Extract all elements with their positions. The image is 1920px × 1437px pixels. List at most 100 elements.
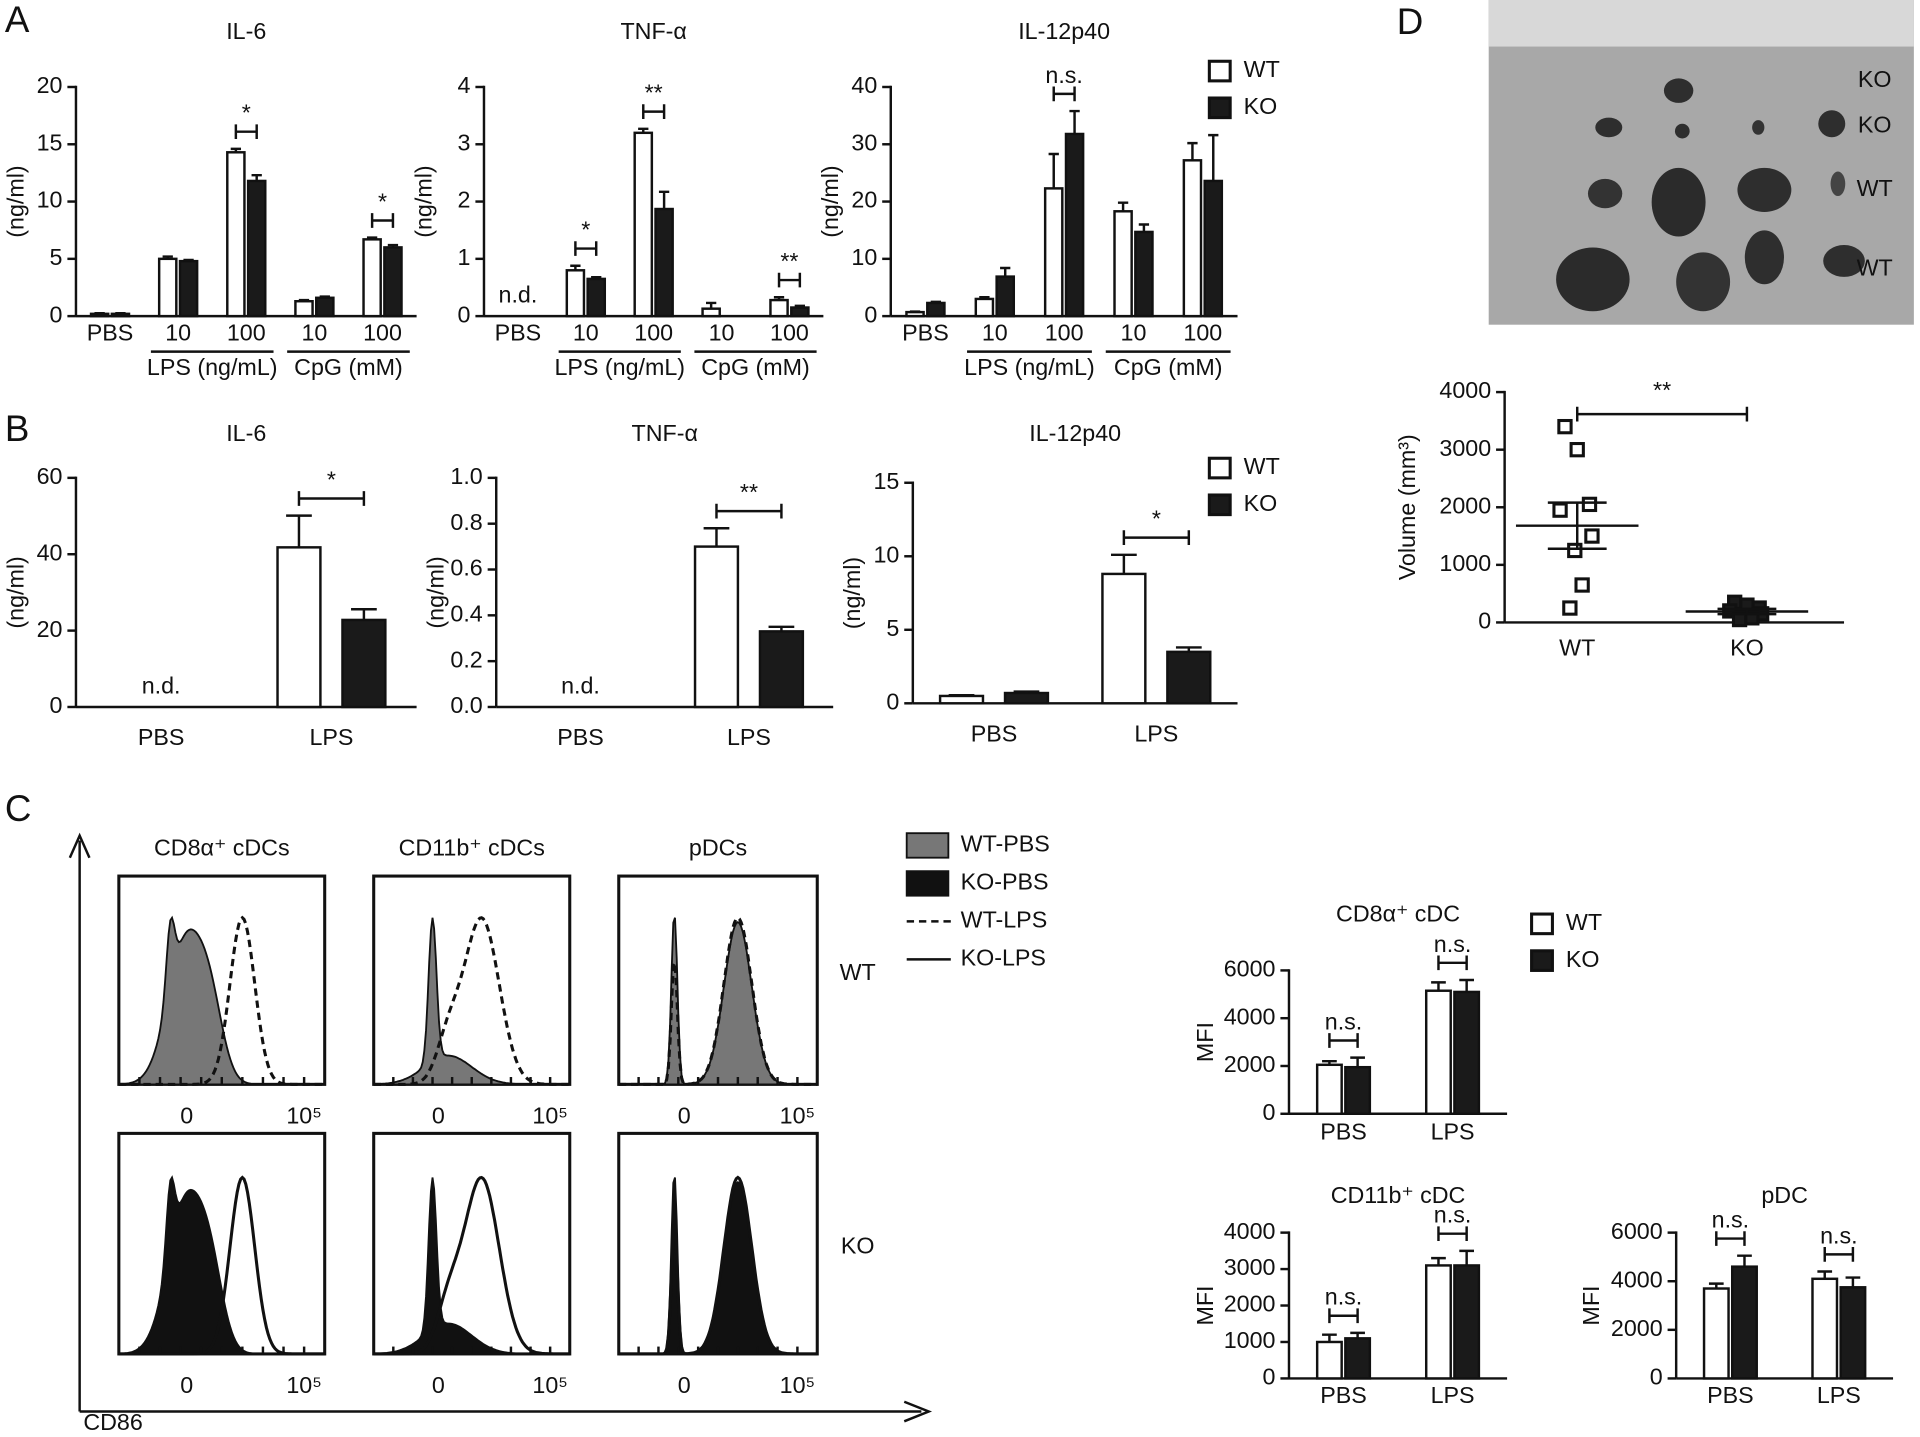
bar (1043, 187, 1064, 318)
histogram-title: CD11b⁺ cDCs (399, 834, 545, 860)
significance-bracket (297, 491, 366, 506)
photo-label: KO (1858, 111, 1892, 137)
x-tick-label: LPS (1431, 1382, 1475, 1408)
bar (586, 277, 607, 318)
photo-label: KO (1858, 66, 1892, 92)
bar (974, 297, 995, 318)
histogram-tick-label: 10⁵ (780, 1103, 816, 1129)
error-bar (1187, 141, 1198, 161)
significance-label: * (242, 100, 251, 126)
bar (157, 257, 178, 318)
x-tick-label: 100 (227, 320, 266, 346)
error-bar (909, 310, 921, 313)
significance-label: n.s. (1325, 1284, 1363, 1310)
y-tick-label: 10 (873, 541, 899, 567)
y-tick-label: 0.8 (450, 509, 482, 535)
chart-title: IL-12p40 (1029, 420, 1121, 446)
error-bar (1459, 978, 1475, 992)
y-tick-label: 2000 (1611, 1315, 1663, 1341)
group-label: LPS (ng/mL) (554, 354, 685, 380)
legend-label: KO (1244, 490, 1278, 516)
y-tick-label: 6000 (1611, 1218, 1663, 1244)
histogram-title: CD8α⁺ cDCs (154, 834, 290, 860)
histogram-tick-label: 10⁵ (780, 1372, 816, 1398)
bar (226, 151, 246, 318)
histogram-baseline (618, 1177, 818, 1355)
histogram-lps (118, 1175, 325, 1356)
significance-label: ** (645, 80, 663, 106)
significance-label: n.s. (1820, 1222, 1858, 1248)
error-bar (387, 243, 399, 248)
bar (938, 694, 985, 705)
error-bar (658, 190, 670, 210)
y-tick-label: 0.6 (450, 555, 482, 581)
significance-bracket (234, 124, 258, 140)
bar (341, 618, 387, 709)
sem-bar (1717, 607, 1777, 616)
significance-label: * (378, 188, 387, 214)
y-axis-label: Volume (mm³) (1394, 434, 1420, 580)
error-bar (183, 258, 194, 262)
y-tick-label: 0 (1263, 1364, 1276, 1390)
photo-label: WT (1857, 175, 1893, 201)
x-tick-label: LPS (1134, 720, 1178, 746)
y-tick-label: 2 (458, 187, 471, 213)
histogram-tick-label: 10⁵ (532, 1103, 568, 1129)
bar (1166, 650, 1212, 705)
legend-swatch (1207, 59, 1232, 83)
x-tick-label: PBS (971, 720, 1018, 746)
error-bar (1350, 1056, 1365, 1068)
error-bar (1322, 1333, 1337, 1342)
y-tick-label: 0 (50, 301, 63, 327)
error-bar (1013, 690, 1040, 694)
bar (1003, 691, 1050, 705)
panel-label: D (1397, 1, 1424, 42)
error-bar (115, 312, 126, 315)
significance-bracket (1122, 530, 1191, 546)
chart-title: IL-6 (226, 420, 266, 446)
y-axis-label: MFI (1578, 1285, 1604, 1325)
y-tick-label: 0.2 (450, 646, 482, 672)
x-tick-label: 10 (165, 320, 191, 346)
error-bar (1322, 1059, 1337, 1065)
error-bar (319, 295, 330, 298)
error-bar (1350, 1331, 1365, 1339)
bar (362, 238, 382, 318)
x-tick-label: 100 (363, 320, 402, 346)
y-tick-label: 3000 (1224, 1254, 1276, 1280)
tumor-photo (1488, 0, 1914, 325)
y-axis-label: MFI (1192, 1285, 1218, 1325)
legend-label: WT-PBS (961, 831, 1050, 857)
significance-label: * (581, 217, 590, 243)
y-axis-label: (ng/ml) (2, 556, 28, 628)
point (1584, 528, 1600, 544)
x-tick-label: 100 (770, 320, 809, 346)
y-tick-label: 1000 (1439, 550, 1491, 576)
point (1574, 577, 1590, 593)
row-label: KO (841, 1232, 875, 1258)
legend-swatch (1207, 96, 1232, 120)
y-tick-label: 60 (37, 463, 63, 489)
y-tick-label: 2000 (1439, 492, 1491, 518)
x-tick-label: 10 (573, 320, 599, 346)
y-tick-label: 20 (37, 72, 63, 98)
histogram-baseline (117, 915, 325, 1086)
legend-swatch (905, 870, 950, 897)
nd-label: n.d. (561, 673, 600, 699)
x-tick-label: 100 (634, 320, 673, 346)
y-tick-label: 40 (37, 539, 63, 565)
bar (758, 630, 805, 709)
point (1581, 496, 1598, 513)
x-tick-label: LPS (1817, 1382, 1861, 1408)
y-tick-label: 1 (458, 244, 471, 270)
histogram-frame (372, 1131, 572, 1356)
x-tick-label: PBS (495, 320, 542, 346)
significance-label: ** (740, 479, 758, 505)
significance-bracket (370, 213, 395, 228)
histogram-baseline (618, 917, 818, 1086)
error-bar (162, 255, 173, 259)
y-tick-label: 0 (1263, 1099, 1276, 1125)
significance-label: * (327, 467, 336, 493)
significance-bracket (574, 241, 598, 256)
y-tick-label: 10 (851, 244, 877, 270)
